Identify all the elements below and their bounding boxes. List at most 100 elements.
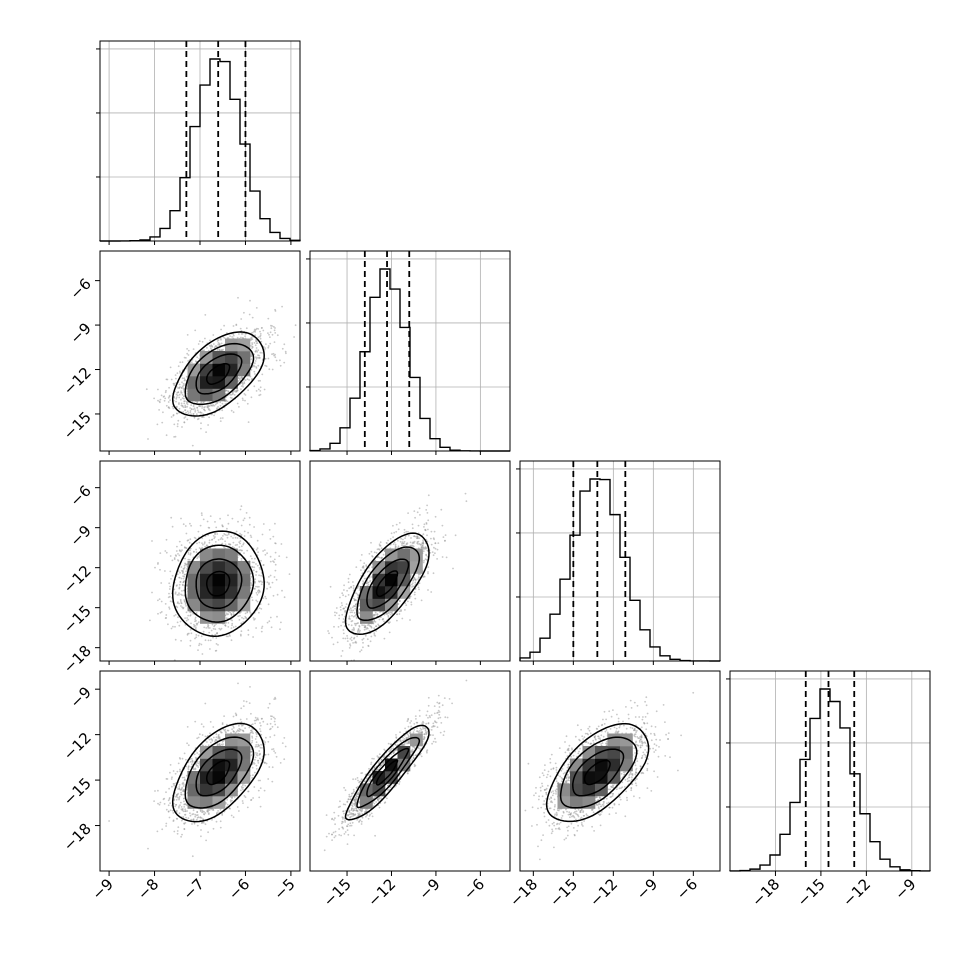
scatter-point (180, 387, 183, 389)
scatter-point (368, 630, 371, 632)
scatter-point (250, 338, 253, 341)
scatter-point (178, 592, 180, 595)
scatter-point (425, 714, 428, 717)
scatter-point (254, 580, 256, 583)
scatter-point (269, 336, 271, 338)
scatter-point (231, 517, 234, 520)
scatter-point (183, 402, 186, 405)
scatter-point (417, 540, 420, 543)
scatter-point (267, 345, 270, 347)
scatter-point (255, 342, 258, 344)
scatter-point (412, 757, 415, 759)
scatter-point (342, 637, 345, 640)
scatter-point (195, 814, 198, 817)
scatter-point (273, 720, 276, 723)
scatter-point (194, 620, 196, 623)
scatter-point (184, 778, 186, 781)
scatter-point (199, 524, 202, 527)
scatter-point (332, 643, 335, 646)
scatter-point (274, 542, 276, 544)
scatter-point (341, 816, 344, 818)
scatter-point (433, 538, 435, 541)
scatter-point (175, 397, 178, 400)
scatter-point (262, 550, 264, 552)
scatter-point (196, 400, 199, 403)
scatter-point (263, 388, 266, 391)
scatter-point (260, 340, 263, 343)
scatter-point (255, 347, 258, 349)
scatter-point (255, 570, 258, 573)
scatter-point (186, 539, 189, 542)
scatter-point (434, 737, 436, 740)
scatter-point (165, 822, 168, 825)
scatter-point (184, 617, 187, 619)
scatter-point (554, 813, 556, 816)
scatter-point (346, 640, 349, 642)
scatter-point (169, 771, 171, 774)
scatter-point (264, 347, 267, 349)
scatter-point (344, 610, 347, 612)
scatter-point (255, 585, 257, 588)
density-cell (200, 746, 213, 759)
scatter-point (201, 416, 204, 418)
scatter-point (360, 820, 363, 823)
scatter-point (404, 537, 406, 539)
scatter-point (214, 403, 217, 406)
scatter-point (243, 552, 245, 554)
scatter-point (363, 577, 366, 580)
scatter-point (409, 619, 411, 621)
scatter-point (264, 595, 267, 598)
scatter-point (430, 714, 433, 716)
scatter-point (268, 702, 271, 705)
scatter-point (194, 720, 197, 723)
scatter-point (210, 808, 213, 811)
scatter-point (192, 408, 195, 411)
scatter-point (284, 350, 287, 353)
scatter-point (259, 779, 261, 782)
scatter-point (259, 390, 262, 392)
scatter-point (183, 806, 186, 808)
scatter-point (434, 721, 437, 723)
scatter-point (427, 722, 430, 725)
scatter-point (251, 377, 254, 380)
scatter-point (360, 823, 363, 825)
scatter-point (195, 548, 198, 551)
scatter-point (204, 337, 206, 340)
scatter-point (242, 543, 245, 546)
scatter-point (171, 574, 174, 577)
scatter-point (363, 624, 365, 627)
scatter-point (383, 802, 386, 804)
scatter-point (380, 759, 383, 761)
scatter-point (426, 534, 428, 537)
density-cell (360, 611, 373, 624)
scatter-point (254, 373, 256, 375)
scatter-point (263, 348, 266, 351)
scatter-point (183, 752, 186, 755)
scatter-point (183, 395, 186, 397)
panel-frame (519, 460, 721, 662)
density-cell (225, 598, 238, 612)
scatter-point (180, 791, 183, 794)
contour-1 (375, 570, 399, 598)
scatter-point (238, 730, 241, 732)
scatter-point (203, 626, 206, 629)
density-cell (200, 796, 213, 809)
scatter-point (325, 835, 328, 838)
scatter-point (414, 715, 417, 717)
scatter-point (253, 719, 256, 722)
scatter-point (259, 351, 262, 354)
scatter-point (189, 628, 192, 631)
scatter-point (396, 613, 399, 616)
scatter-point (427, 704, 430, 707)
scatter-point (207, 408, 210, 411)
scatter-point (193, 536, 196, 539)
scatter-point (427, 696, 430, 699)
scatter-point (283, 596, 286, 599)
scatter-point (343, 607, 345, 610)
scatter-point (268, 620, 271, 623)
scatter-point (227, 533, 230, 536)
scatter-point (232, 541, 235, 544)
scatter-point (257, 349, 260, 352)
scatter-point (255, 768, 258, 770)
scatter-point (159, 568, 161, 571)
